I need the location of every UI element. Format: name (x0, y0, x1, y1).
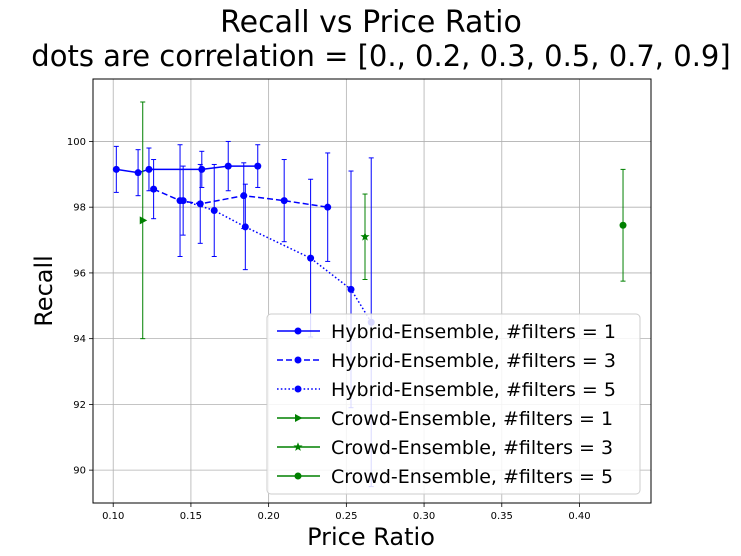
data-point (134, 169, 142, 177)
y-tick-label: 98 (73, 203, 86, 214)
series-5 (360, 193, 370, 280)
x-tick-label: 0.15 (180, 511, 202, 522)
x-axis-label: Price Ratio (307, 523, 435, 551)
legend-item-5: Crowd-Ensemble, #filters = 3 (277, 437, 613, 459)
legend-marker (294, 356, 302, 364)
data-point (360, 231, 370, 241)
x-axis-ticks: 0.10 0.15 0.20 0.25 0.30 0.35 0.40 (102, 503, 591, 522)
data-point (619, 221, 627, 229)
legend-marker (294, 327, 302, 335)
data-point (179, 197, 187, 205)
x-tick-label: 0.10 (102, 511, 124, 522)
legend-label: Hybrid-Ensemble, #filters = 5 (331, 379, 616, 401)
legend-label: Crowd-Ensemble, #filters = 5 (331, 466, 613, 488)
legend-item-6: Crowd-Ensemble, #filters = 5 (277, 466, 613, 488)
legend-marker (295, 414, 303, 422)
chart-title: Recall vs Price Ratio (220, 5, 522, 40)
legend-marker (294, 385, 302, 393)
y-tick-label: 92 (73, 400, 86, 411)
legend-marker (293, 442, 303, 451)
data-point (347, 285, 355, 293)
series-layer (112, 101, 627, 488)
data-point (307, 254, 315, 262)
data-point (198, 165, 206, 173)
legend-item-3: Hybrid-Ensemble, #filters = 5 (277, 379, 616, 401)
series-line (182, 199, 372, 323)
chart-subtitle: dots are correlation = [0., 0.2, 0.3, 0.… (31, 39, 730, 73)
x-tick-label: 0.40 (568, 511, 590, 522)
y-tick-label: 96 (73, 268, 86, 279)
x-tick-label: 0.25 (335, 511, 357, 522)
series-6 (619, 168, 627, 282)
data-point (112, 165, 120, 173)
data-point (324, 203, 332, 211)
legend-item-1: Hybrid-Ensemble, #filters = 1 (277, 321, 616, 343)
data-point (241, 223, 249, 231)
data-point (145, 165, 153, 173)
legend-label: Crowd-Ensemble, #filters = 3 (331, 437, 613, 459)
legend-label: Crowd-Ensemble, #filters = 1 (331, 408, 613, 430)
legend-label: Hybrid-Ensemble, #filters = 1 (331, 321, 616, 343)
legend-item-4: Crowd-Ensemble, #filters = 1 (277, 408, 613, 430)
series-line (116, 165, 258, 174)
y-tick-label: 100 (67, 137, 86, 148)
legend-label: Hybrid-Ensemble, #filters = 3 (331, 350, 616, 372)
data-point (150, 185, 158, 193)
x-tick-label: 0.20 (258, 511, 280, 522)
data-point (139, 216, 148, 225)
y-tick-label: 90 (73, 466, 86, 477)
data-point (224, 162, 232, 170)
y-axis-ticks: 90 92 94 96 98 100 (67, 137, 93, 477)
y-axis-label: Recall (30, 255, 58, 327)
x-tick-label: 0.35 (491, 511, 513, 522)
data-point (254, 162, 262, 170)
data-point (280, 197, 288, 205)
y-tick-label: 94 (73, 334, 86, 345)
data-point (240, 192, 248, 200)
legend: Hybrid-Ensemble, #filters = 1 Hybrid-Ense… (266, 313, 641, 495)
legend-box (266, 313, 641, 495)
x-tick-label: 0.30 (413, 511, 435, 522)
plot-frame (92, 78, 652, 504)
data-point (210, 206, 218, 214)
series-2 (150, 144, 332, 262)
legend-item-2: Hybrid-Ensemble, #filters = 3 (277, 350, 616, 372)
series-4 (139, 101, 148, 340)
legend-marker (294, 472, 302, 480)
